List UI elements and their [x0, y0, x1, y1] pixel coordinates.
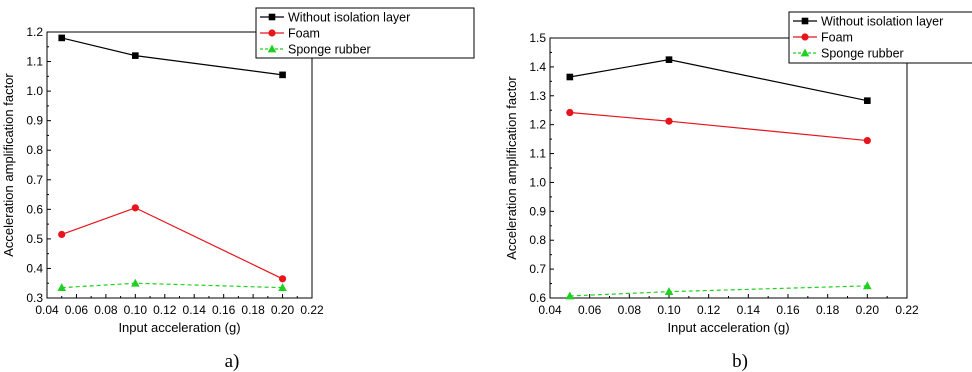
- data-point-without-isolation-layer: [279, 71, 286, 79]
- y-tick-label: 0.3: [26, 291, 43, 305]
- data-point-without-isolation-layer: [132, 52, 139, 59]
- legend-label-sponge-rubber: Sponge rubber: [288, 43, 371, 57]
- data-point-foam: [278, 275, 287, 283]
- data-point-without-isolation-layer: [566, 73, 574, 81]
- x-tick-label: 0.10: [124, 303, 148, 317]
- data-point-without-isolation-layer: [864, 97, 871, 104]
- data-point-sponge-rubber: [131, 278, 140, 287]
- x-tick-label: 0.22: [300, 303, 324, 317]
- series-foam: [566, 108, 871, 145]
- x-tick-label: 0.04: [35, 303, 59, 317]
- y-tick-label: 0.4: [26, 261, 43, 275]
- y-tick-label: 0.9: [26, 114, 43, 128]
- x-tick-label: 0.14: [183, 303, 207, 317]
- legend-marker-without-isolation-layer: [268, 13, 276, 21]
- legend-label-sponge-rubber: Sponge rubber: [821, 47, 904, 61]
- legend-label-without-isolation-layer: Without isolation layer: [821, 15, 943, 29]
- x-tick-label: 0.20: [271, 303, 295, 317]
- y-tick-label: 0.5: [26, 232, 43, 246]
- y-axis-label: Acceleration amplification factor: [1, 73, 16, 257]
- data-point-foam: [131, 204, 139, 212]
- y-axis-label: Acceleration amplification factor: [504, 76, 519, 260]
- y-tick-label: 1.3: [529, 89, 546, 103]
- legend: Without isolation layer Foam Sponge rubber: [255, 7, 475, 59]
- x-tick-label: 0.08: [618, 303, 642, 317]
- y-tick-label: 0.7: [26, 173, 43, 187]
- legend-box: [788, 11, 972, 64]
- x-tick-label: 0.06: [65, 303, 89, 317]
- chart-panel-a: 0.04 0.06 0.08 0.10 0.12 0.14 0.16 0.18 0.20 0.22…: [1, 7, 475, 372]
- series-line-without-isolation-layer: [61, 37, 283, 76]
- y-tick-label: 1.2: [26, 25, 43, 39]
- series-sponge-rubber: [565, 281, 872, 300]
- legend-box: [255, 7, 475, 59]
- data-point-foam: [566, 108, 574, 117]
- x-tick-label: 0.04: [538, 303, 562, 317]
- data-point-foam: [665, 117, 673, 125]
- x-tick-label: 0.20: [856, 303, 880, 317]
- data-point-sponge-rubber: [863, 281, 872, 290]
- legend-marker-sponge-rubber: [267, 44, 277, 53]
- data-point-foam: [58, 230, 66, 239]
- data-point-foam: [863, 136, 871, 145]
- y-tick-label: 0.9: [529, 204, 546, 218]
- y-tick-label: 0.8: [26, 143, 43, 157]
- y-tick-label: 1.1: [26, 55, 43, 69]
- plot-frame: [46, 31, 313, 299]
- y-tick-label: 1.4: [529, 60, 546, 74]
- x-tick-label: 0.12: [697, 303, 721, 317]
- x-tick-label: 0.16: [212, 303, 236, 317]
- series-without-isolation-layer: [58, 34, 286, 79]
- chart-panel-b: 0.04 0.06 0.08 0.10 0.12 0.14 0.16 0.18 0.20 0.22…: [504, 11, 972, 372]
- y-tick-label: 1.1: [529, 147, 546, 161]
- y-tick-label: 0.6: [529, 291, 546, 305]
- y-tick-label: 0.7: [529, 262, 546, 276]
- y-tick-label: 0.6: [26, 202, 43, 216]
- x-tick-label: 0.08: [94, 303, 118, 317]
- data-point-without-isolation-layer: [58, 34, 66, 42]
- series-line-sponge-rubber: [569, 285, 868, 297]
- series-sponge-rubber: [57, 278, 287, 292]
- x-tick-label: 0.06: [578, 303, 602, 317]
- x-axis-label: Input acceleration (g): [118, 320, 240, 335]
- legend-label-foam: Foam: [288, 27, 320, 41]
- y-tick-label: 1.2: [529, 118, 546, 132]
- x-tick-label: 0.18: [816, 303, 840, 317]
- data-point-sponge-rubber: [278, 283, 287, 292]
- series-line-foam: [61, 207, 283, 280]
- series-without-isolation-layer: [566, 56, 871, 104]
- x-axis-label: Input acceleration (g): [667, 320, 789, 335]
- y-tick-label: 1.0: [26, 84, 43, 98]
- legend-marker-foam: [268, 29, 276, 37]
- x-tick-label: 0.12: [153, 303, 177, 317]
- legend-label-foam: Foam: [821, 31, 853, 45]
- data-point-sponge-rubber: [57, 283, 67, 292]
- panel-label-b: b): [732, 351, 748, 372]
- series-foam: [58, 204, 287, 283]
- y-tick-label: 1.5: [529, 31, 546, 45]
- x-tick-label: 0.14: [737, 303, 761, 317]
- series-line-without-isolation-layer: [569, 59, 868, 102]
- data-point-sponge-rubber: [664, 287, 674, 296]
- legend-marker-without-isolation-layer: [801, 17, 809, 25]
- legend-marker-foam: [801, 33, 809, 41]
- y-tick-label: 1.0: [529, 175, 546, 189]
- series-line-sponge-rubber: [61, 282, 283, 289]
- x-tick-label: 0.10: [657, 303, 681, 317]
- plot-frame: [549, 37, 908, 299]
- x-tick-label: 0.18: [241, 303, 265, 317]
- x-tick-label: 0.16: [776, 303, 800, 317]
- data-point-without-isolation-layer: [665, 56, 673, 63]
- legend: Without isolation layer Foam Sponge rubber: [788, 11, 972, 64]
- data-point-sponge-rubber: [565, 291, 575, 300]
- x-tick-label: 0.22: [895, 303, 919, 317]
- legend-label-without-isolation-layer: Without isolation layer: [288, 11, 410, 25]
- legend-marker-sponge-rubber: [800, 48, 810, 57]
- panel-label-a: a): [225, 351, 240, 372]
- series-line-foam: [569, 111, 868, 142]
- y-tick-label: 0.8: [529, 233, 546, 247]
